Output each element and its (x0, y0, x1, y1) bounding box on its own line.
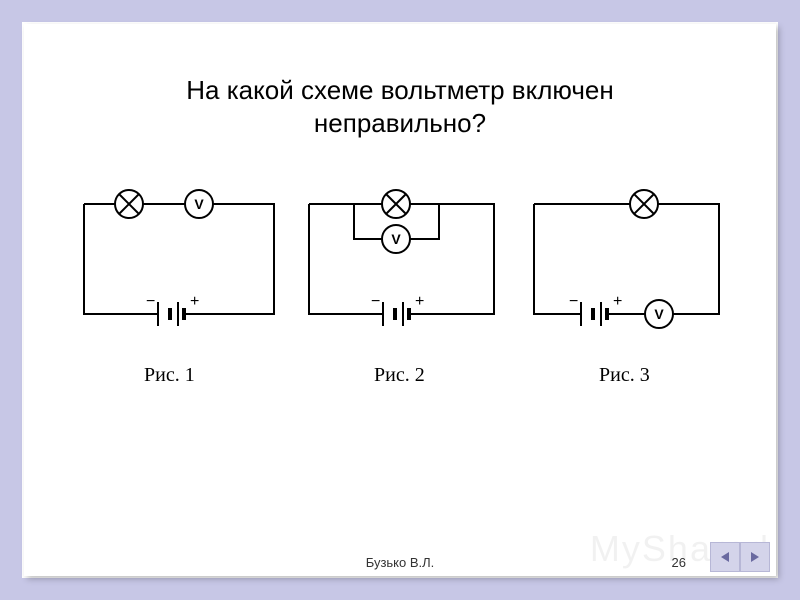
footer-author: Бузько В.Л. (366, 555, 435, 570)
frame-left (0, 0, 22, 600)
svg-text:V: V (194, 196, 204, 212)
footer-page-number: 26 (672, 555, 686, 570)
circuits-svg: V − + V (74, 184, 724, 354)
arrow-left-icon (718, 550, 732, 564)
question-text: На какой схеме вольтметр включен неправи… (24, 74, 776, 139)
slide-content: На какой схеме вольтметр включен неправи… (24, 24, 776, 576)
svg-text:−: − (371, 293, 380, 310)
frame-bottom (0, 578, 800, 600)
caption-fig3: Рис. 3 (599, 364, 650, 387)
question-line1: На какой схеме вольтметр включен (186, 75, 613, 105)
svg-text:−: − (569, 293, 578, 310)
nav-next-button[interactable] (740, 542, 770, 572)
caption-fig1: Рис. 1 (144, 364, 195, 387)
svg-text:V: V (391, 231, 401, 247)
svg-text:V: V (654, 306, 664, 322)
frame-top (0, 0, 800, 22)
svg-text:+: + (613, 293, 622, 310)
svg-text:−: − (146, 293, 155, 310)
svg-text:+: + (415, 293, 424, 310)
caption-fig2: Рис. 2 (374, 364, 425, 387)
question-line2: неправильно? (314, 108, 486, 138)
svg-text:+: + (190, 293, 199, 310)
circuit-diagrams: V − + V (74, 184, 724, 414)
arrow-right-icon (748, 550, 762, 564)
frame-right (778, 0, 800, 600)
nav-prev-button[interactable] (710, 542, 740, 572)
nav-controls (710, 542, 770, 570)
